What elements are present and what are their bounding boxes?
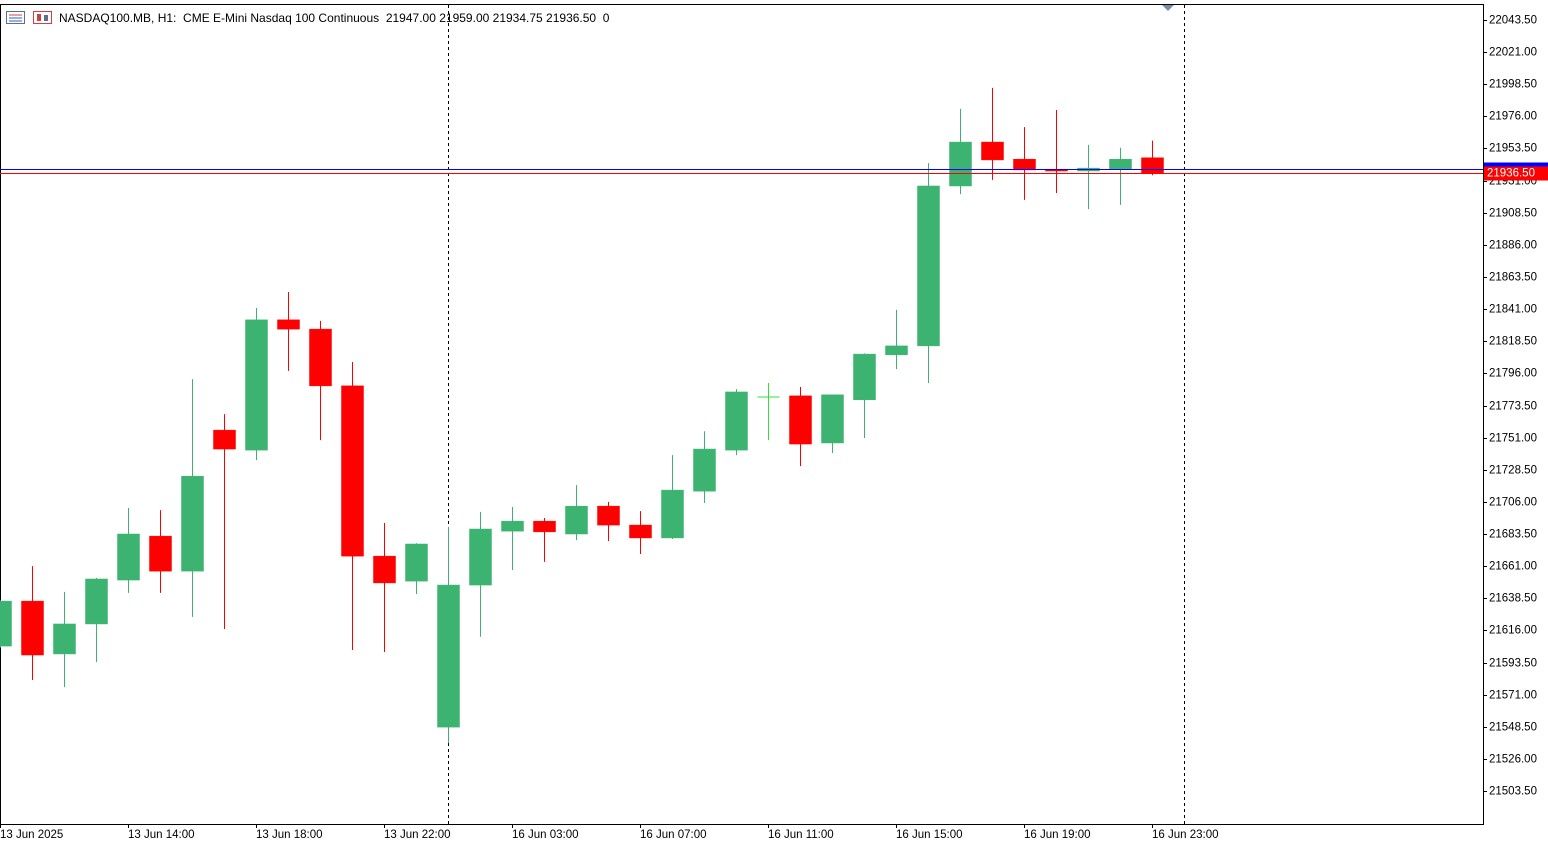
candle-body bbox=[405, 543, 428, 582]
y-tick-label: 22021.00 bbox=[1489, 47, 1537, 59]
candle-body bbox=[213, 429, 236, 450]
candle-body bbox=[565, 505, 588, 535]
y-tick-label: 21841.00 bbox=[1489, 304, 1537, 316]
candle-body bbox=[789, 395, 812, 445]
description: CME E-Mini Nasdaq 100 Continuous bbox=[183, 11, 380, 25]
candle-body bbox=[0, 600, 12, 647]
y-tick-label: 21706.00 bbox=[1489, 497, 1537, 509]
x-tick-label: 16 Jun 03:00 bbox=[512, 829, 579, 841]
header-value: 21934.75 bbox=[492, 11, 543, 25]
symbol: NASDAQ100.MB, H1: bbox=[59, 11, 177, 25]
candle-body bbox=[501, 520, 524, 532]
y-tick-label: 21773.50 bbox=[1489, 401, 1537, 413]
candle-body bbox=[245, 319, 268, 451]
candle-body bbox=[1109, 158, 1132, 170]
y-tick-label: 22043.50 bbox=[1489, 15, 1537, 27]
y-tick-label: 21976.00 bbox=[1489, 111, 1537, 123]
chart-type-icon[interactable] bbox=[33, 11, 52, 24]
candle-body bbox=[21, 600, 44, 656]
y-tick-label: 21571.00 bbox=[1489, 690, 1537, 702]
candle-body bbox=[629, 524, 652, 539]
y-tick-label: 21998.50 bbox=[1489, 79, 1537, 91]
candle-body bbox=[917, 185, 940, 347]
header-value: 0 bbox=[602, 11, 610, 25]
header-value: 21936.50 bbox=[546, 11, 597, 25]
y-tick-label: 21526.00 bbox=[1489, 754, 1537, 766]
candle-body bbox=[373, 555, 396, 584]
candle-body bbox=[53, 623, 76, 655]
x-tick-label: 16 Jun 19:00 bbox=[1024, 829, 1091, 841]
x-tick-label: 13 Jun 14:00 bbox=[128, 829, 195, 841]
y-tick-label: 21908.50 bbox=[1489, 208, 1537, 220]
y-tick-label: 21503.50 bbox=[1489, 786, 1537, 798]
x-tick-label: 13 Jun 22:00 bbox=[384, 829, 451, 841]
x-tick-label: 16 Jun 23:00 bbox=[1152, 829, 1219, 841]
y-tick-label: 21863.50 bbox=[1489, 272, 1537, 284]
x-tick-label: 16 Jun 07:00 bbox=[640, 829, 707, 841]
candle-body bbox=[117, 533, 140, 581]
price-tag bbox=[1484, 166, 1548, 181]
y-tick-label: 21683.50 bbox=[1489, 529, 1537, 541]
candles bbox=[0, 87, 1164, 744]
y-tick-label: 21661.00 bbox=[1489, 561, 1537, 573]
x-tick-label: 16 Jun 15:00 bbox=[896, 829, 963, 841]
candle-body bbox=[949, 141, 972, 187]
candle-body bbox=[981, 141, 1004, 161]
candle-body bbox=[885, 345, 908, 356]
candle-body bbox=[1013, 158, 1036, 171]
menu-icon[interactable] bbox=[6, 11, 25, 24]
y-tick-label: 21593.50 bbox=[1489, 658, 1537, 670]
price-tag-label: 21936.50 bbox=[1487, 168, 1535, 180]
chart-shift-marker[interactable] bbox=[1162, 5, 1174, 11]
y-tick-label: 21638.50 bbox=[1489, 593, 1537, 605]
y-tick-label: 21616.00 bbox=[1489, 625, 1537, 637]
candle-body bbox=[661, 489, 684, 539]
x-tick-label: 13 Jun 18:00 bbox=[256, 829, 323, 841]
candle-body bbox=[469, 528, 492, 586]
x-tick-label: 16 Jun 11:00 bbox=[768, 829, 834, 841]
candle-body bbox=[277, 319, 300, 330]
chart-header: NASDAQ100.MB, H1: CME E-Mini Nasdaq 100 … bbox=[59, 11, 609, 25]
candle-body bbox=[853, 353, 876, 401]
candle-body bbox=[1141, 157, 1164, 174]
candle-body bbox=[85, 578, 108, 625]
header-value: 21947.00 bbox=[385, 11, 436, 25]
candle-body bbox=[597, 505, 620, 526]
y-tick-label: 21728.50 bbox=[1489, 465, 1537, 477]
header-value: 21959.00 bbox=[439, 11, 490, 25]
candle-body bbox=[693, 448, 716, 492]
candle-body bbox=[725, 391, 748, 451]
candle-body bbox=[181, 475, 204, 572]
candle-body bbox=[437, 584, 460, 728]
y-tick-label: 21548.50 bbox=[1489, 722, 1537, 734]
y-tick-label: 21818.50 bbox=[1489, 336, 1537, 348]
y-tick-label: 21953.50 bbox=[1489, 143, 1537, 155]
candle-body bbox=[149, 535, 172, 572]
y-tick-label: 21751.00 bbox=[1489, 433, 1537, 445]
y-tick-label: 21796.00 bbox=[1489, 368, 1537, 380]
candle-body bbox=[533, 520, 556, 533]
candle-body bbox=[309, 328, 332, 387]
x-tick-label: 13 Jun 2025 bbox=[0, 829, 63, 841]
candle-body bbox=[821, 394, 844, 444]
candle-body bbox=[341, 385, 364, 557]
y-tick-label: 21886.00 bbox=[1489, 240, 1537, 252]
